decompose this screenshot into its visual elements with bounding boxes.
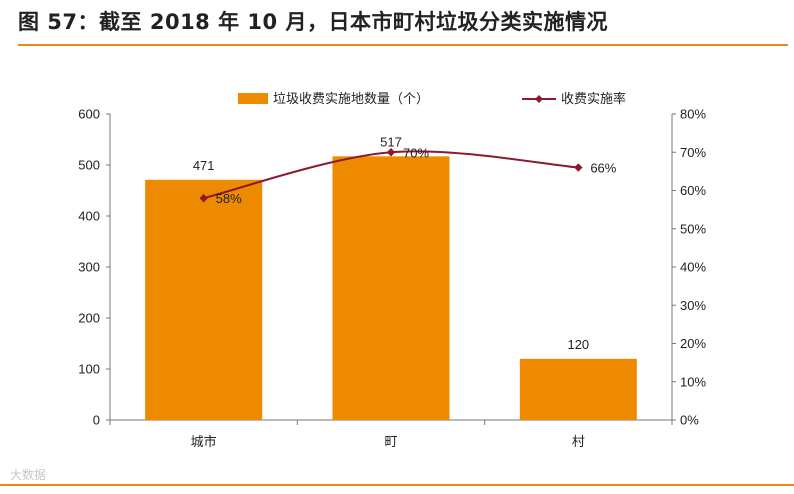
bar-value-label: 517 — [380, 134, 402, 149]
bar-value-label: 471 — [193, 158, 215, 173]
bar-町 — [332, 156, 450, 420]
legend-label-bar: 垃圾收费实施地数量（个） — [273, 91, 429, 106]
y-right-tick-label: 70% — [680, 145, 706, 160]
watermark: 大数据 — [10, 468, 47, 482]
y-right-tick-label: 10% — [680, 374, 706, 389]
y-right-tick-label: 30% — [680, 298, 706, 313]
y-right-tick-label: 50% — [680, 221, 706, 236]
legend-label-line: 收费实施率 — [561, 91, 626, 106]
y-left-tick-label: 200 — [78, 311, 100, 326]
y-right-tick-label: 20% — [680, 336, 706, 351]
y-right-tick-label: 40% — [680, 260, 706, 275]
title-divider — [18, 44, 788, 46]
bar-村 — [519, 358, 637, 420]
y-left-tick-label: 0 — [93, 413, 100, 428]
rate-value-label: 58% — [216, 191, 242, 206]
y-left-tick-label: 500 — [78, 158, 100, 173]
bar-value-label: 120 — [567, 337, 589, 352]
rate-value-label: 66% — [590, 161, 616, 176]
x-tick-label: 町 — [384, 434, 397, 449]
y-left-tick-label: 100 — [78, 362, 100, 377]
rate-marker — [574, 163, 583, 172]
rate-marker — [386, 148, 396, 157]
rate-value-label: 70% — [403, 145, 429, 160]
y-right-tick-label: 60% — [680, 183, 706, 198]
rate-marker — [199, 193, 208, 203]
x-tick-label: 城市 — [191, 434, 217, 449]
footer-divider — [0, 484, 794, 486]
y-left-tick-label: 600 — [78, 107, 100, 122]
x-tick-label: 村 — [572, 434, 585, 449]
legend-swatch-bar — [238, 93, 268, 104]
y-right-tick-label: 80% — [680, 107, 706, 122]
figure-title: 图 57：截至 2018 年 10 月，日本市町村垃圾分类实施情况 — [18, 10, 608, 34]
legend-swatch-marker — [535, 95, 543, 103]
bar-城市 — [145, 179, 263, 420]
y-left-tick-label: 400 — [78, 209, 100, 224]
y-right-tick-label: 0% — [680, 413, 699, 428]
y-left-tick-label: 300 — [78, 260, 100, 275]
